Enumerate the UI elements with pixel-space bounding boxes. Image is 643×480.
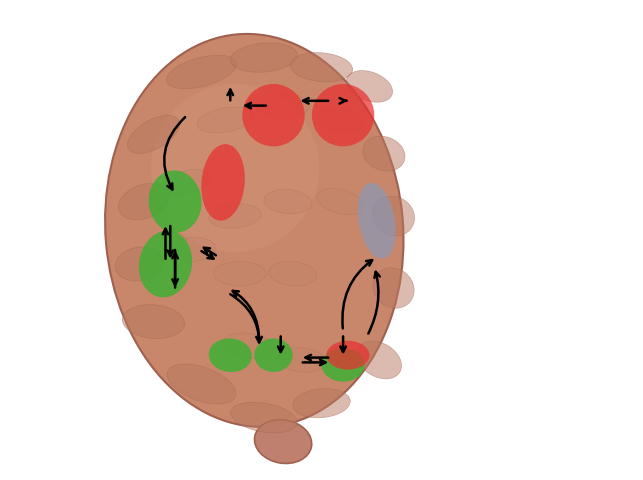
Ellipse shape bbox=[357, 341, 401, 379]
Ellipse shape bbox=[317, 108, 365, 132]
Ellipse shape bbox=[347, 71, 393, 102]
Ellipse shape bbox=[105, 34, 404, 427]
Ellipse shape bbox=[139, 230, 192, 298]
Ellipse shape bbox=[168, 238, 216, 262]
Ellipse shape bbox=[358, 183, 395, 259]
Ellipse shape bbox=[373, 268, 414, 308]
Ellipse shape bbox=[230, 43, 298, 72]
Ellipse shape bbox=[223, 333, 276, 358]
Ellipse shape bbox=[209, 338, 252, 372]
Ellipse shape bbox=[118, 183, 169, 220]
Ellipse shape bbox=[167, 55, 237, 89]
Ellipse shape bbox=[293, 389, 350, 418]
Ellipse shape bbox=[278, 348, 326, 372]
Ellipse shape bbox=[291, 53, 352, 82]
Ellipse shape bbox=[197, 107, 254, 133]
Ellipse shape bbox=[257, 94, 309, 118]
Ellipse shape bbox=[167, 364, 236, 404]
Ellipse shape bbox=[149, 170, 201, 233]
Ellipse shape bbox=[201, 144, 245, 221]
Ellipse shape bbox=[363, 136, 405, 171]
Ellipse shape bbox=[242, 84, 305, 146]
Ellipse shape bbox=[127, 115, 179, 154]
Ellipse shape bbox=[255, 420, 312, 464]
Ellipse shape bbox=[122, 305, 185, 338]
Ellipse shape bbox=[115, 247, 163, 281]
Ellipse shape bbox=[151, 84, 319, 252]
Ellipse shape bbox=[231, 402, 297, 433]
Ellipse shape bbox=[322, 348, 365, 382]
Ellipse shape bbox=[269, 262, 316, 286]
Ellipse shape bbox=[254, 338, 293, 372]
Ellipse shape bbox=[213, 262, 266, 286]
Ellipse shape bbox=[372, 196, 415, 236]
Ellipse shape bbox=[164, 169, 210, 195]
Ellipse shape bbox=[312, 84, 374, 146]
Ellipse shape bbox=[326, 341, 370, 370]
Ellipse shape bbox=[317, 189, 364, 215]
Ellipse shape bbox=[209, 204, 262, 228]
Ellipse shape bbox=[264, 190, 312, 214]
